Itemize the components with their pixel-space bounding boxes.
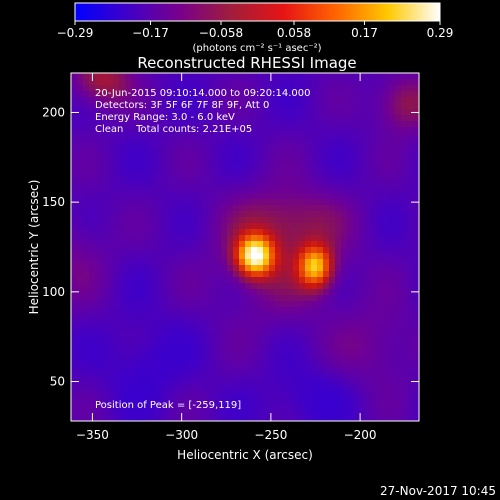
colorbar-ticks: −0.29 −0.17 −0.058 0.058 0.17 0.29 [57, 21, 454, 40]
annotation-detectors: Detectors: 3F 5F 6F 7F 8F 9F, Att 0 [95, 100, 269, 111]
annotation-clean-counts: Clean Total counts: 2.21E+05 [95, 124, 252, 135]
y-tick-label: 50 [50, 375, 65, 389]
colorbar-tick-label: −0.058 [199, 26, 243, 40]
x-tick-label: −350 [76, 428, 109, 442]
x-axis: −350 −300 −250 −200 [76, 73, 377, 442]
colorbar-tick-label: 0.058 [277, 26, 311, 40]
plot-frame [70, 72, 420, 422]
y-tick-label: 100 [42, 285, 65, 299]
colorbar-tick-label: 0.29 [427, 26, 454, 40]
x-tick-label: −250 [254, 428, 287, 442]
annotation-energy-range: Energy Range: 3.0 - 6.0 keV [95, 112, 235, 123]
y-axis: 50 100 150 200 [42, 105, 419, 389]
colorbar: −0.29 −0.17 −0.058 0.058 0.17 0.29 (photons c… [57, 2, 454, 54]
colorbar-tick-label: −0.17 [132, 26, 169, 40]
colorbar-units-label: (photons cm⁻² s⁻¹ asec⁻²) [192, 43, 321, 54]
annotation-peak-position: Position of Peak = [-259,119] [95, 400, 241, 411]
x-tick-label: −300 [165, 428, 198, 442]
chart-title: Reconstructed RHESSI Image [137, 54, 356, 72]
image-plot: −350 −300 −250 −200 50 100 150 200 20-Jun-2015… [42, 72, 420, 442]
footer-timestamp: 27-Nov-2017 10:45 [380, 484, 496, 498]
y-axis-title: Heliocentric Y (arcsec) [27, 180, 41, 315]
colorbar-gradient [74, 2, 441, 22]
x-tick-label: −200 [344, 428, 377, 442]
y-tick-label: 150 [42, 195, 65, 209]
x-axis-title: Heliocentric X (arcsec) [177, 448, 313, 462]
annotation-time-range: 20-Jun-2015 09:10:14.000 to 09:20:14.000 [95, 88, 311, 99]
colorbar-tick-label: −0.29 [57, 26, 94, 40]
y-tick-label: 200 [42, 105, 65, 119]
heatmap-image [71, 73, 419, 421]
colorbar-tick-label: 0.17 [351, 26, 378, 40]
